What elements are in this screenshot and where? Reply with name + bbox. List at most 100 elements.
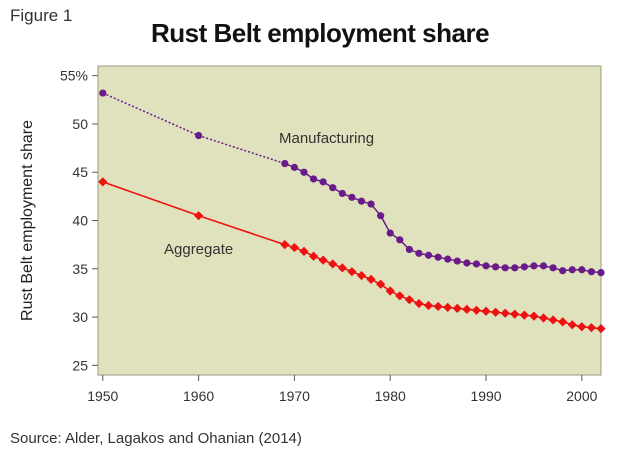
data-point-manufacturing [511,264,519,272]
y-tick-label: 45 [72,164,88,180]
data-point-manufacturing [597,269,605,277]
data-point-aggregate [491,307,501,317]
data-point-manufacturing [549,264,557,272]
data-point-manufacturing [453,257,461,265]
data-point-aggregate [98,177,108,187]
data-point-aggregate [558,317,568,327]
x-tick-label: 1960 [183,388,214,404]
data-point-manufacturing [520,263,528,271]
data-point-manufacturing [501,264,509,272]
data-point-manufacturing [559,267,567,275]
data-point-manufacturing [444,255,452,263]
data-point-manufacturing [568,266,576,274]
data-point-manufacturing [348,193,356,201]
y-tick-label: 55% [60,68,88,84]
data-point-aggregate [529,311,539,321]
series-aggregate [98,177,606,334]
data-point-aggregate [538,313,549,323]
x-tick-label: 2000 [566,388,597,404]
data-point-manufacturing [530,262,538,270]
series-line-segment [198,134,286,165]
data-point-aggregate [280,240,290,250]
data-point-aggregate [376,279,386,289]
data-point-manufacturing [99,89,107,97]
annotation-manufacturing: Manufacturing [279,130,374,147]
data-point-manufacturing [357,197,366,205]
data-point-aggregate [347,267,357,277]
data-point-manufacturing [319,178,327,186]
data-point-aggregate [289,242,300,253]
data-point-aggregate [423,300,434,311]
data-point-manufacturing [386,229,394,237]
data-point-aggregate [404,295,414,305]
data-point-aggregate [328,259,338,269]
data-point-manufacturing [539,262,548,270]
data-point-aggregate [443,302,453,313]
y-tick-label: 25 [72,357,88,373]
data-point-manufacturing [377,212,385,220]
data-point-manufacturing [587,268,596,276]
data-point-aggregate [548,315,558,325]
y-tick-label: 40 [72,213,88,229]
data-point-aggregate [471,305,482,315]
data-point-manufacturing [434,253,442,261]
data-point-manufacturing [472,260,481,268]
data-point-manufacturing [290,163,299,171]
y-axis-ticks: 25 30 35 40 45 50 55% [60,68,98,373]
data-point-manufacturing [578,266,586,274]
data-point-aggregate [452,303,462,313]
data-point-aggregate [586,323,597,333]
data-point-manufacturing [424,251,433,259]
data-point-manufacturing [195,131,203,140]
data-point-manufacturing [309,175,318,183]
series-line-segment [102,181,199,217]
data-point-aggregate [596,324,606,334]
data-point-manufacturing [482,262,490,270]
y-tick-label: 50 [72,116,88,132]
data-point-manufacturing [281,159,289,168]
data-point-aggregate [567,320,577,330]
x-tick-label: 1950 [87,388,118,404]
data-point-aggregate [414,298,424,309]
data-point-manufacturing [329,184,337,192]
figure-label: Figure 1 [10,6,73,25]
x-axis-ticks: 1950 1960 1970 1980 1990 2000 [87,375,598,404]
data-point-manufacturing [405,245,413,254]
x-tick-label: 1990 [470,388,501,404]
data-point-aggregate [395,291,405,301]
data-point-manufacturing [367,200,375,208]
series-layer [98,89,606,334]
data-point-aggregate [356,270,367,281]
data-point-manufacturing [492,263,500,271]
data-point-aggregate [519,310,529,320]
data-point-aggregate [318,255,328,265]
data-point-aggregate [385,286,395,296]
series-manufacturing [99,89,605,277]
annotation-aggregate: Aggregate [164,241,233,258]
source-note: Source: Alder, Lagakos and Ohanian (2014… [10,430,302,447]
data-point-manufacturing [338,189,346,198]
data-point-manufacturing [396,236,404,244]
x-tick-label: 1980 [375,388,406,404]
x-tick-label: 1970 [279,388,310,404]
data-point-manufacturing [463,259,471,267]
data-point-aggregate [577,322,587,332]
series-line-segment [102,92,199,137]
y-tick-label: 30 [72,309,88,325]
data-point-aggregate [481,306,491,316]
plot-area [97,65,602,376]
series-line-segment [198,214,286,246]
data-point-manufacturing [300,168,308,176]
y-axis-label: Rust Belt employment share [19,120,36,321]
data-point-manufacturing [415,249,423,257]
data-point-aggregate [299,246,309,256]
data-point-aggregate [510,309,520,319]
y-tick-label: 35 [72,261,88,277]
data-point-aggregate [433,301,443,312]
data-point-aggregate [366,274,376,285]
data-point-aggregate [308,251,319,261]
data-point-aggregate [337,263,347,273]
data-point-aggregate [194,211,204,221]
chart-title: Rust Belt employment share [150,18,490,48]
